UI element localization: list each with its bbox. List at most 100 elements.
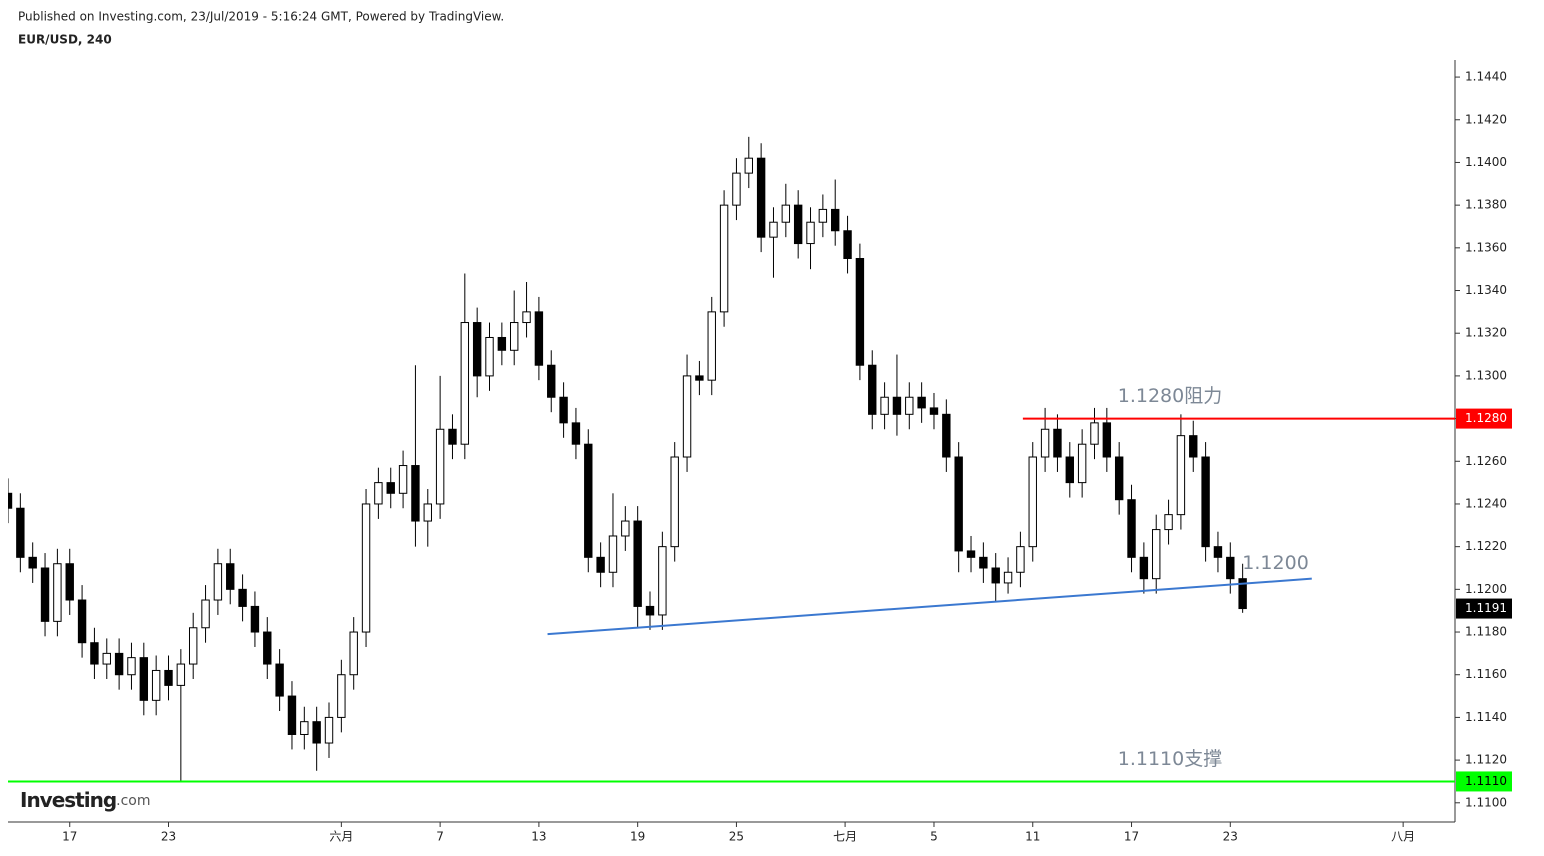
- trendline: [547, 577, 1312, 636]
- candle-body: [806, 221, 815, 245]
- candle-body: [1065, 456, 1074, 484]
- x-tick-label: 23: [161, 830, 176, 844]
- candle-body: [213, 563, 223, 601]
- candle-body: [596, 556, 605, 573]
- y-tick-label: 1.1220: [1465, 539, 1507, 553]
- plot-area: [8, 136, 1247, 782]
- candle-body: [164, 669, 173, 686]
- candle-body: [979, 556, 988, 569]
- candle-body: [831, 208, 840, 232]
- candle-body: [584, 443, 593, 558]
- candle-body: [954, 456, 963, 552]
- candle-body: [53, 563, 62, 622]
- last-price-label: 1.1191: [1465, 601, 1507, 615]
- x-tick-label: 25: [729, 830, 744, 844]
- x-tick-label: 六月: [329, 830, 353, 844]
- candle-body: [423, 503, 432, 522]
- y-tick-label: 1.1360: [1465, 240, 1507, 254]
- candle-body: [929, 407, 939, 415]
- candle-body: [65, 563, 74, 601]
- y-tick-label: 1.1120: [1465, 753, 1507, 767]
- candle-body: [1201, 456, 1210, 548]
- candle-body: [472, 322, 482, 377]
- candle-body: [1226, 556, 1235, 580]
- x-tick-label: 19: [630, 830, 645, 844]
- x-tick-label: 23: [1223, 830, 1238, 844]
- candle-body: [719, 204, 729, 313]
- candle-body: [991, 567, 1000, 584]
- candle-body: [485, 336, 494, 377]
- logo-name: Investing: [20, 788, 116, 812]
- candle-body: [645, 605, 655, 616]
- candle-body: [398, 465, 408, 494]
- level-annotation: 1.1110支撑: [1118, 748, 1222, 770]
- candle-body: [1176, 435, 1186, 516]
- candle-body: [275, 663, 284, 697]
- trendline-annotation: 1.1200: [1242, 552, 1308, 574]
- x-tick-label: 13: [531, 830, 546, 844]
- candle-body: [102, 652, 111, 665]
- candle-body: [1077, 443, 1087, 484]
- candle-body: [695, 375, 704, 381]
- candle-body: [287, 695, 297, 735]
- y-tick-label: 1.1240: [1465, 496, 1507, 510]
- candle-body: [756, 157, 766, 238]
- candle-body: [1164, 514, 1173, 531]
- candle-body: [559, 396, 568, 424]
- candle-body: [1003, 571, 1013, 584]
- candle-body: [127, 657, 136, 676]
- candle-body: [1090, 422, 1099, 445]
- candle-body: [28, 556, 37, 569]
- candle-body: [1016, 546, 1025, 573]
- logo-suffix: .com: [116, 793, 150, 809]
- y-tick-label: 1.1320: [1465, 326, 1507, 340]
- candle-body: [732, 172, 741, 206]
- x-tick-label: 11: [1025, 830, 1040, 844]
- candle-body: [818, 208, 828, 223]
- x-tick-label: 7: [436, 830, 444, 844]
- y-tick-label: 1.1420: [1465, 112, 1507, 126]
- candle-body: [769, 221, 778, 238]
- candle-body: [238, 588, 247, 607]
- x-tick-label: 5: [930, 830, 938, 844]
- y-tick-label: 1.1440: [1465, 70, 1507, 84]
- candle-body: [460, 322, 470, 445]
- published-note: Published on Investing.com, 23/Jul/2019 …: [18, 10, 504, 24]
- candle-body: [201, 599, 210, 629]
- candle-body: [1053, 428, 1062, 458]
- candle-body: [374, 482, 383, 505]
- y-tick-label: 1.1180: [1465, 625, 1507, 639]
- candle-body: [744, 157, 753, 174]
- candle-body: [1102, 422, 1112, 458]
- candle-body: [1152, 529, 1161, 580]
- candle-body: [361, 503, 371, 633]
- candle-body: [90, 642, 99, 665]
- y-tick-label: 1.1200: [1465, 582, 1507, 596]
- candle-body: [151, 669, 161, 701]
- candle-body: [1114, 456, 1124, 501]
- level-badge-label: 1.1110: [1465, 774, 1507, 788]
- candle-body: [1189, 435, 1198, 458]
- candle-body: [349, 631, 358, 676]
- chart-title: EUR/USD, 240: [18, 33, 112, 47]
- y-tick-label: 1.1160: [1465, 667, 1507, 681]
- candle-body: [1040, 428, 1050, 458]
- candle-body: [8, 492, 13, 509]
- candle-body: [139, 657, 149, 701]
- candle-body: [176, 663, 186, 686]
- candle-body: [435, 428, 445, 505]
- candle-body: [1238, 578, 1247, 610]
- candle-body: [1127, 499, 1136, 558]
- candle-body: [942, 413, 951, 458]
- candle-body: [892, 396, 902, 415]
- candle-body: [250, 605, 260, 633]
- candle-body: [966, 550, 976, 558]
- y-tick-label: 1.1100: [1465, 795, 1507, 809]
- y-tick-label: 1.1380: [1465, 198, 1507, 212]
- logo: Investing.com: [20, 788, 151, 812]
- candle-body: [905, 396, 914, 415]
- last-price-badge: [1456, 598, 1512, 619]
- candle-body: [621, 520, 630, 537]
- candle-body: [40, 567, 50, 622]
